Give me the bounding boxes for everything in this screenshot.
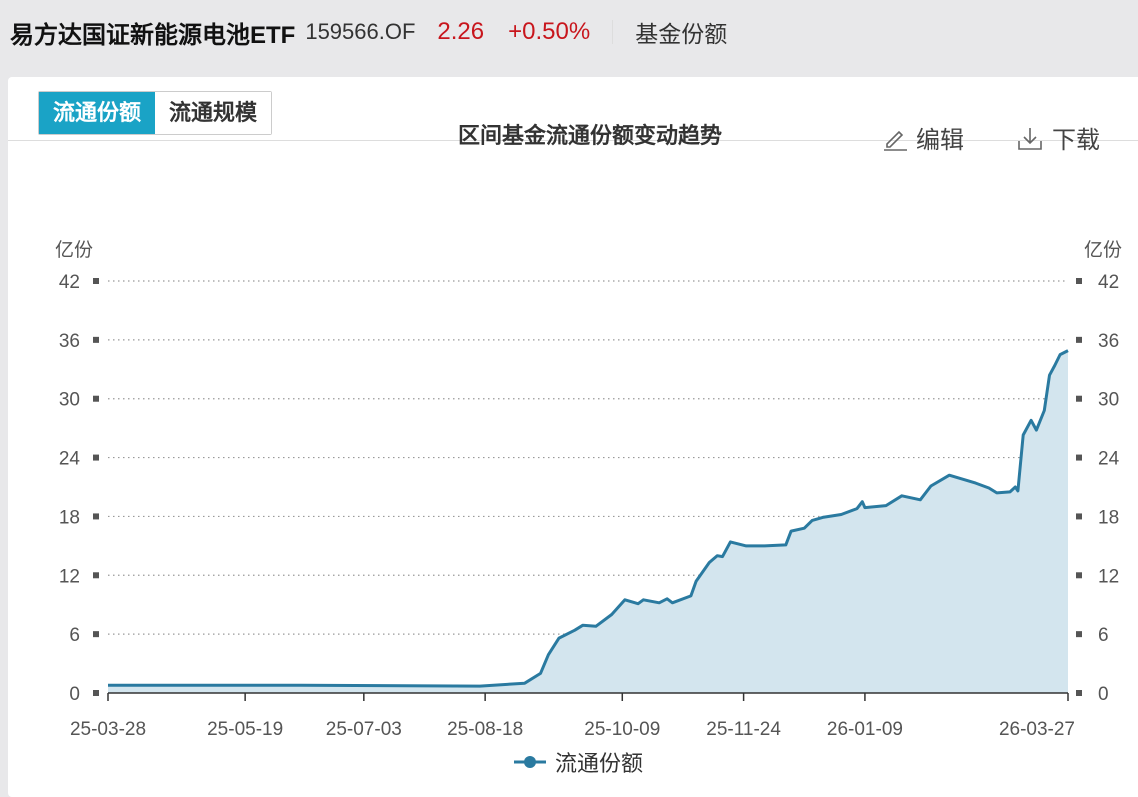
y-tick-marker-left <box>93 454 99 461</box>
x-tick-label: 25-10-09 <box>584 719 660 740</box>
tab-group: 流通份额 流通规模 <box>38 91 273 135</box>
tab-circulating-shares[interactable]: 流通份额 <box>39 92 156 134</box>
y-tick-label-left: 42 <box>59 272 80 293</box>
y-tick-marker-left <box>93 278 99 284</box>
y-axis-unit-left: 亿份 <box>55 239 93 261</box>
y-tick-marker-left <box>93 572 99 579</box>
y-tick-marker-right <box>1076 572 1082 579</box>
y-tick-marker-left <box>93 690 99 696</box>
y-tick-label-right: 0 <box>1098 684 1109 705</box>
y-tick-marker-left <box>93 395 99 402</box>
price-change: +0.50% <box>508 18 591 45</box>
edit-label: 编辑 <box>916 127 964 154</box>
y-tick-marker-right <box>1076 395 1082 402</box>
y-tick-label-right: 18 <box>1098 507 1119 528</box>
x-tick-label: 25-05-19 <box>207 719 283 740</box>
y-tick-marker-left <box>93 336 99 343</box>
y-tick-label-right: 24 <box>1098 449 1120 470</box>
y-tick-marker-right <box>1076 454 1082 461</box>
download-button[interactable]: 下载 <box>1016 120 1100 155</box>
y-tick-label-right: 30 <box>1098 390 1119 411</box>
x-tick-label: 25-03-28 <box>70 719 146 740</box>
x-tick-label: 25-07-03 <box>326 719 402 740</box>
x-tick-label: 25-11-24 <box>706 719 781 740</box>
fund-header: 易方达国证新能源电池ETF 159566.OF 2.26 +0.50% 基金份额 <box>10 14 727 50</box>
y-tick-marker-right <box>1076 278 1082 284</box>
chart-title: 区间基金流通份额变动趋势 <box>457 123 722 148</box>
download-icon <box>1018 127 1042 150</box>
y-tick-marker-left <box>93 631 99 638</box>
y-tick-label-right: 42 <box>1098 272 1119 293</box>
x-tick-label: 26-01-09 <box>827 719 903 740</box>
y-tick-label-left: 30 <box>59 390 80 411</box>
pencil-icon <box>884 130 907 151</box>
y-tick-label-left: 0 <box>69 684 80 705</box>
y-tick-marker-right <box>1076 631 1082 638</box>
y-axis-unit-right: 亿份 <box>1084 239 1122 261</box>
y-tick-label-left: 18 <box>59 507 80 528</box>
y-tick-label-left: 24 <box>59 449 81 470</box>
y-tick-marker-right <box>1076 513 1082 520</box>
download-label: 下载 <box>1052 127 1100 154</box>
x-tick-label: 26-03-27 <box>999 719 1075 740</box>
section-title: 基金份额 <box>635 21 728 47</box>
y-tick-label-left: 6 <box>69 625 80 646</box>
y-tick-label-right: 36 <box>1098 331 1119 352</box>
legend-marker <box>524 756 536 768</box>
fund-name: 易方达国证新能源电池ETF <box>10 21 296 49</box>
divider <box>612 20 614 44</box>
x-tick-label: 25-08-18 <box>447 719 523 740</box>
y-tick-marker-right <box>1076 336 1082 343</box>
divider <box>8 140 1138 141</box>
y-tick-label-right: 6 <box>1098 625 1109 646</box>
y-tick-label-left: 36 <box>59 331 80 352</box>
series-line <box>108 349 1069 688</box>
fund-price: 2.26 <box>437 18 485 45</box>
y-tick-label-right: 12 <box>1098 566 1119 587</box>
tab-circulating-scale[interactable]: 流通规模 <box>155 92 272 134</box>
fund-code: 159566.OF <box>305 19 416 44</box>
y-tick-marker-left <box>93 513 99 520</box>
legend-label: 流通份额 <box>555 751 643 776</box>
edit-button[interactable]: 编辑 <box>882 120 964 155</box>
y-tick-label-left: 12 <box>59 566 80 587</box>
series-area <box>108 350 1068 693</box>
y-tick-marker-right <box>1076 690 1082 696</box>
